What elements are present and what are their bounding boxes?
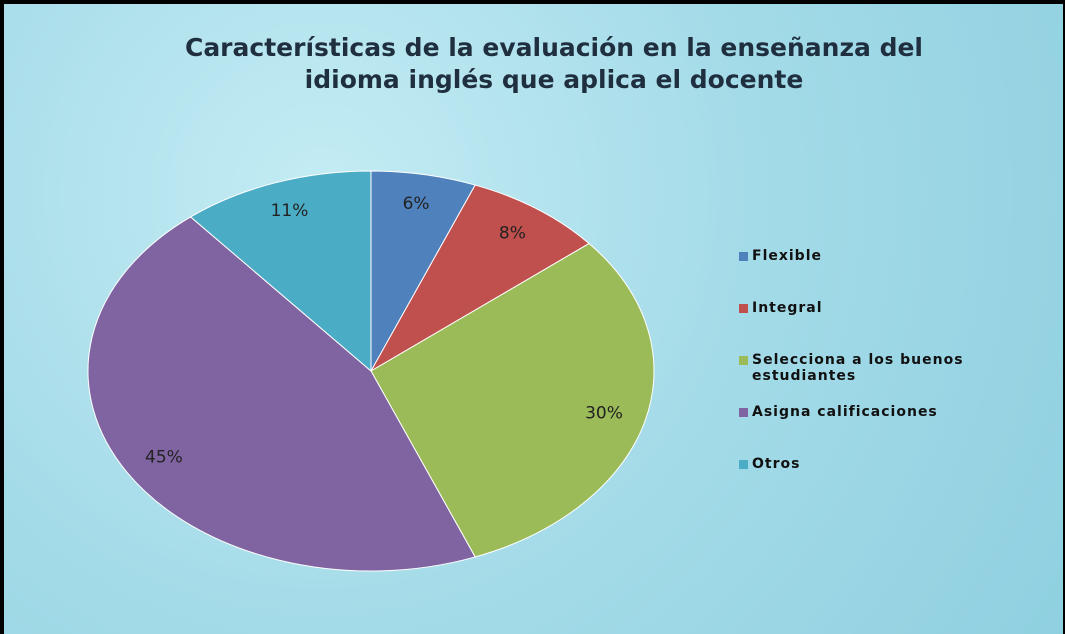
legend: Flexible Integral Selecciona a los buenos … bbox=[739, 248, 1039, 508]
legend-item: Flexible bbox=[739, 248, 1039, 300]
pie-area: 6% 8% 30% 45% 11% bbox=[87, 170, 655, 572]
pie-slice bbox=[87, 216, 476, 572]
legend-item: Integral bbox=[739, 300, 1039, 352]
data-label: 8% bbox=[499, 223, 526, 243]
pie-slice bbox=[189, 170, 372, 373]
legend-swatch bbox=[739, 408, 748, 417]
chart-title: Características de la evaluación en la e… bbox=[184, 33, 924, 94]
pie-slice bbox=[369, 184, 590, 373]
data-label: 11% bbox=[271, 201, 309, 221]
legend-item: Selecciona a los buenos estudiantes bbox=[739, 352, 1039, 404]
legend-item: Asigna calificaciones bbox=[739, 404, 1039, 456]
legend-label: Otros bbox=[752, 456, 801, 472]
pie-slice bbox=[370, 242, 655, 558]
legend-label: Asigna calificaciones bbox=[752, 404, 938, 420]
legend-swatch bbox=[739, 460, 748, 469]
data-label: 45% bbox=[145, 448, 183, 468]
legend-swatch bbox=[739, 252, 748, 261]
legend-swatch bbox=[739, 304, 748, 313]
data-label: 30% bbox=[585, 403, 623, 423]
legend-label: Flexible bbox=[752, 248, 823, 264]
legend-label: Selecciona a los buenos estudiantes bbox=[752, 352, 964, 384]
legend-label: Integral bbox=[752, 300, 823, 316]
legend-item: Otros bbox=[739, 456, 1039, 508]
legend-swatch bbox=[739, 356, 748, 365]
data-label: 6% bbox=[403, 194, 430, 214]
